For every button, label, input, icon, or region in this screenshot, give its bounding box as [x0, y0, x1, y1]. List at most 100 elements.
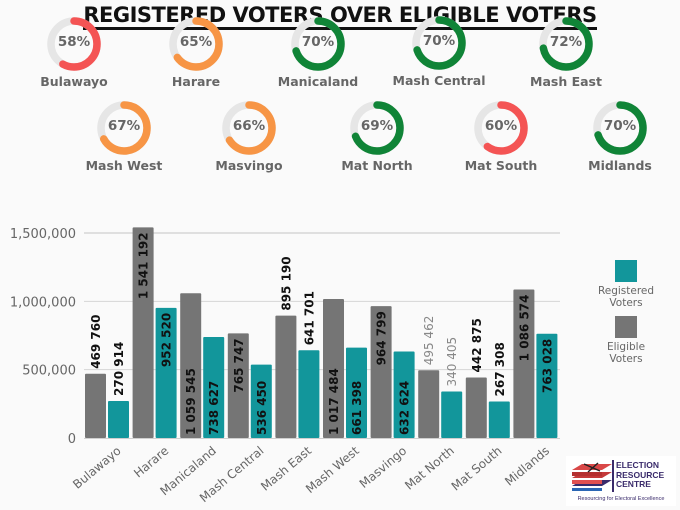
donut-percent: 65% [179, 34, 213, 50]
bar-eligible-bulawayo [85, 373, 106, 438]
donut-province: Mat North [341, 158, 413, 173]
bar-eligible-masvingo [370, 306, 392, 438]
legend-eligible-swatch [615, 316, 637, 338]
legend-registered-swatch [615, 260, 637, 282]
data-label-registered: 536 450 [255, 381, 269, 435]
legend-registered: Registered Voters [581, 260, 671, 309]
donut-manicaland: 70% Manicaland [268, 16, 368, 94]
logo-divider [612, 460, 614, 492]
donut-mash-east: 72% Mash East [516, 16, 616, 94]
y-tick-label: 1,000,000 [10, 295, 76, 310]
donut-percent: 67% [107, 118, 141, 134]
bar-eligible-mat-north [418, 370, 440, 438]
bar-registered-harare [155, 307, 177, 438]
legend-eligible-label-1: Eligible [606, 341, 646, 353]
donut-percent: 70% [603, 118, 637, 134]
donut-arc [412, 16, 466, 70]
bar-eligible-mash-central [227, 333, 249, 438]
data-label-eligible: 495 462 [422, 316, 436, 366]
donut-province: Mash Central [392, 73, 486, 88]
bar-registered-mash-east [298, 350, 320, 438]
bar-eligible-harare [132, 227, 154, 438]
donut-percent: 70% [301, 34, 335, 50]
logo-line-2: RESOURCE [616, 469, 665, 480]
legend-registered-label-2: Voters [609, 297, 643, 309]
donut-midlands: 70% Midlands [570, 100, 670, 178]
bar-registered-midlands [536, 333, 558, 438]
bar-registered-masvingo [393, 351, 415, 438]
bar-chart: 0 500,000 1,000,000 1,500,000 469 760 270 914… [10, 227, 560, 505]
donut-ring [291, 17, 345, 71]
x-tick-label: Harare [131, 444, 171, 481]
donut-mat-south: 60% Mat South [451, 100, 551, 178]
y-tick-label: 1,500,000 [10, 227, 76, 242]
data-label-eligible: 765 747 [232, 338, 246, 392]
donut-ring [593, 101, 647, 155]
donut-masvingo: 66% Masvingo [199, 100, 299, 178]
logo-tagline: Resourcing for Electoral Excellence [577, 496, 665, 502]
data-label-registered: 267 308 [493, 342, 507, 396]
donut-arc [350, 101, 404, 155]
donut-ring [350, 101, 404, 155]
donut-mat-north: 69% Mat North [327, 100, 427, 178]
data-label-registered: 270 914 [112, 342, 126, 396]
y-tick-label: 0 [68, 432, 76, 447]
donut-percent: 60% [484, 118, 518, 134]
data-label-eligible: 442 875 [470, 318, 484, 372]
logo-org-name: ELECTION RESOURCE CENTRE [616, 460, 665, 490]
donut-arc [474, 101, 528, 155]
x-tick-label: Bulawayo [70, 444, 124, 492]
donut-ring [222, 101, 276, 155]
donut-province: Harare [171, 74, 221, 89]
data-label-registered: 763 028 [540, 339, 554, 393]
donut-arc [291, 17, 345, 71]
data-label-eligible: 1 541 192 [137, 232, 151, 299]
donut-harare: 65% Harare [146, 16, 246, 94]
bar-registered-mash-central [250, 364, 272, 438]
data-label-eligible: 1 017 484 [327, 368, 341, 435]
donut-percent: 58% [57, 34, 91, 50]
logo-line-3: CENTRE [616, 479, 651, 489]
x-tick-label: Midlands [502, 444, 552, 489]
legend-registered-label-1: Registered [597, 285, 655, 297]
x-tick-label: Mash West [303, 443, 362, 496]
donut-province: Manicaland [277, 74, 359, 89]
legend-eligible-label-2: Voters [609, 353, 643, 365]
page-title-text: REGISTERED VOTERS OVER ELIGIBLE VOTERS [83, 3, 597, 30]
donut-arc [593, 101, 647, 155]
bar-eligible-mash-east [275, 315, 297, 438]
data-label-eligible: 1 086 574 [517, 295, 531, 362]
donut-province: Bulawayo [40, 74, 108, 89]
election-resource-centre-logo: ELECTION RESOURCE CENTRE Resourcing for … [566, 456, 676, 506]
donut-arc [539, 17, 593, 71]
data-label-registered: 661 398 [350, 381, 364, 435]
data-label-eligible: 1 059 545 [184, 368, 198, 435]
donut-percent: 66% [232, 118, 266, 134]
data-label-eligible: 895 190 [279, 256, 293, 310]
donut-percent: 69% [360, 118, 394, 134]
donut-arc [47, 17, 101, 71]
donut-percent: 70% [422, 33, 456, 49]
bar-eligible-midlands [513, 289, 535, 438]
data-label-registered: 738 627 [207, 381, 221, 435]
x-tick-label: Mat North [402, 444, 457, 493]
donut-ring [539, 17, 593, 71]
donut-mash-west: 67% Mash West [74, 100, 174, 178]
donut-bulawayo: 58% Bulawayo [24, 16, 124, 94]
y-tick-label: 500,000 [22, 364, 76, 379]
donut-province: Mat South [464, 158, 538, 173]
donut-province: Midlands [588, 158, 652, 173]
donut-arc [222, 101, 276, 155]
donut-arc [169, 17, 223, 71]
bar-registered-mash-west [346, 347, 367, 438]
data-label-eligible: 469 760 [89, 315, 103, 369]
donut-ring [169, 17, 223, 71]
donut-ring [474, 101, 528, 155]
donut-percent: 72% [549, 34, 583, 50]
donut-ring [97, 101, 151, 155]
donut-province: Mash East [530, 74, 602, 89]
donut-ring [47, 17, 101, 71]
legend-eligible: Eligible Voters [581, 316, 671, 365]
donut-ring [412, 16, 466, 70]
donut-arc [97, 101, 151, 155]
